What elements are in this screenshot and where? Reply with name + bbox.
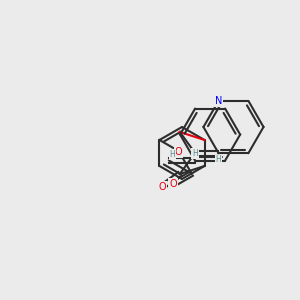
Text: N: N [215, 96, 222, 106]
Text: H: H [192, 149, 198, 158]
Text: O: O [175, 147, 182, 157]
Text: H: H [216, 155, 221, 164]
Text: O: O [158, 182, 166, 192]
Text: H: H [170, 150, 176, 159]
Text: O: O [169, 179, 177, 189]
